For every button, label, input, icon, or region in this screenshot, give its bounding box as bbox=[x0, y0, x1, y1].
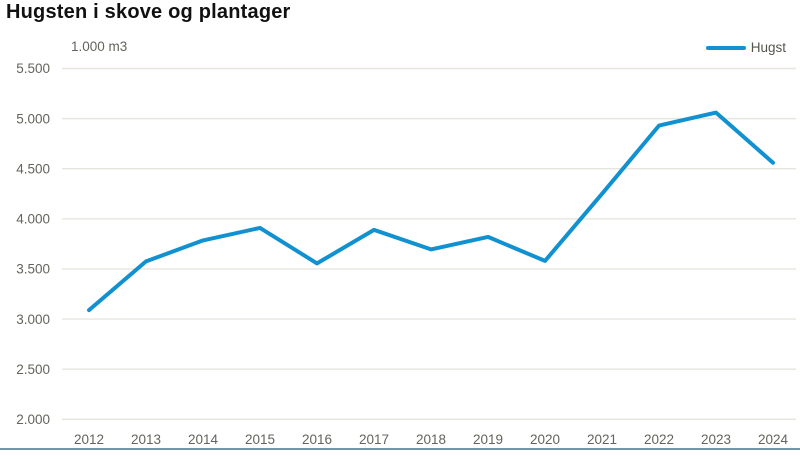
figure-bottom-border bbox=[0, 448, 800, 450]
x-axis-tick-label: 2015 bbox=[245, 432, 275, 447]
x-axis-tick-label: 2016 bbox=[302, 432, 332, 447]
legend-series-label: Hugst bbox=[750, 40, 786, 55]
y-axis-tick-label: 5.000 bbox=[16, 111, 50, 126]
legend: Hugst bbox=[705, 40, 786, 55]
y-axis-tick-label: 2.000 bbox=[16, 412, 50, 427]
x-axis-tick-label: 2017 bbox=[359, 432, 389, 447]
series-line-hugst bbox=[87, 110, 775, 313]
x-axis-tick-label: 2019 bbox=[473, 432, 503, 447]
chart-title: Hugsten i skove og plantager bbox=[6, 1, 291, 23]
legend-line-swatch bbox=[705, 45, 746, 50]
x-axis-tick-label: 2022 bbox=[644, 432, 674, 447]
x-axis-tick-label: 2020 bbox=[530, 432, 560, 447]
x-axis-tick-label: 2013 bbox=[131, 432, 161, 447]
x-axis-tick-label: 2018 bbox=[416, 432, 446, 447]
x-axis-tick-label: 2014 bbox=[188, 432, 219, 447]
x-axis-tick-label: 2023 bbox=[701, 432, 731, 447]
x-axis-tick-label: 2012 bbox=[74, 432, 104, 447]
y-axis-tick-label: 2.500 bbox=[16, 362, 50, 377]
x-axis-tick-label: 2021 bbox=[587, 432, 617, 447]
y-axis-unit-label: 1.000 m3 bbox=[71, 39, 128, 54]
y-axis-tick-label: 4.500 bbox=[16, 161, 50, 176]
y-axis-tick-label: 3.000 bbox=[16, 312, 50, 327]
y-axis-tick-label: 3.500 bbox=[16, 262, 50, 277]
y-axis-tick-label: 4.000 bbox=[16, 212, 50, 227]
x-axis-tick-label: 2024 bbox=[758, 432, 789, 447]
y-axis-tick-label: 5.500 bbox=[16, 61, 50, 76]
